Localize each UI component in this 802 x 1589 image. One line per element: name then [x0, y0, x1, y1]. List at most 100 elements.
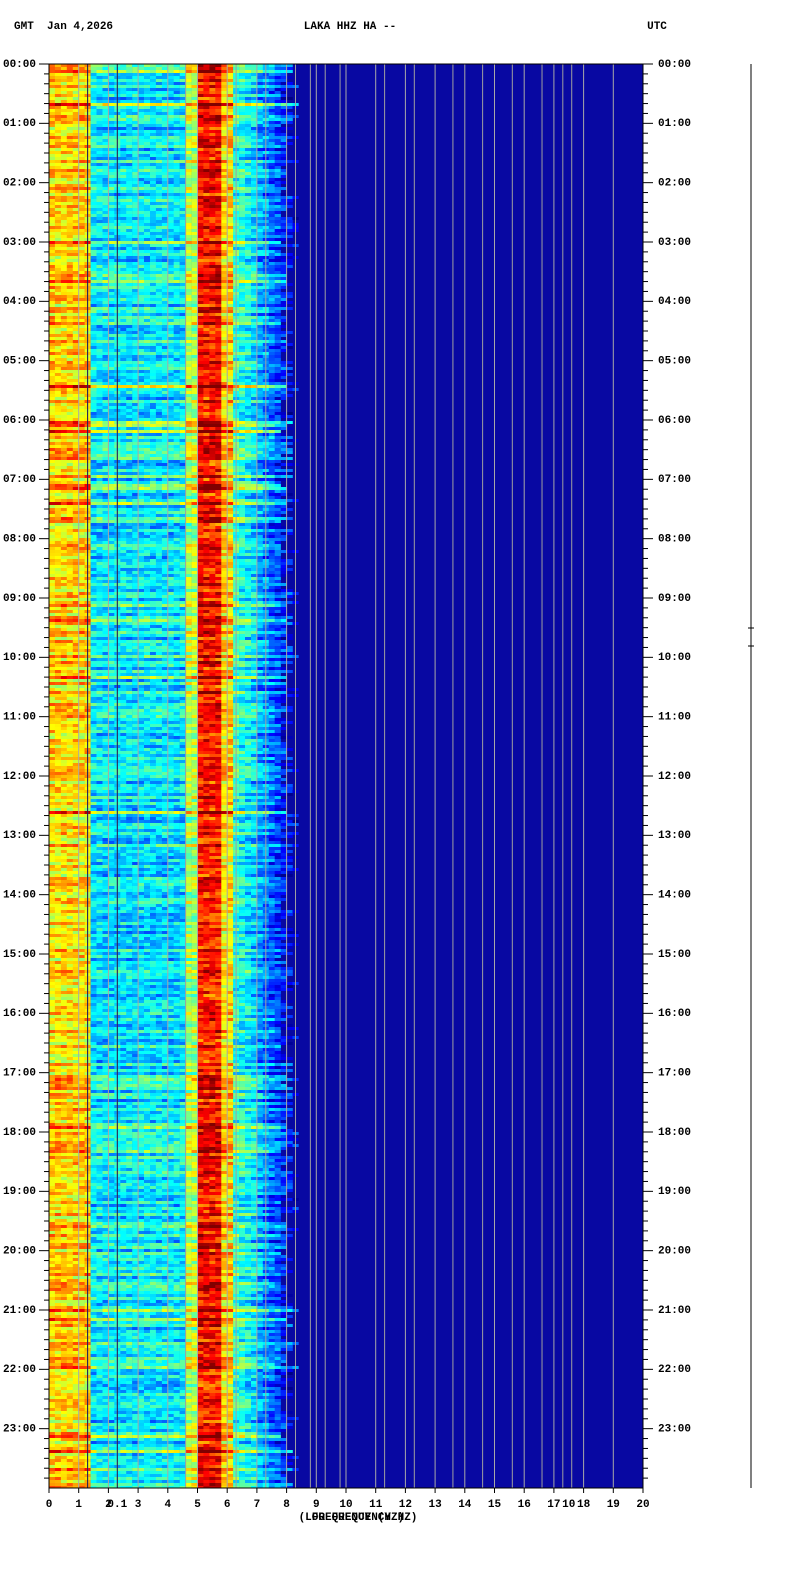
spectrogram-cell — [132, 421, 139, 424]
spectrogram-cell — [126, 364, 133, 367]
spectrogram-cell — [179, 319, 186, 322]
spectrogram-cell — [90, 133, 97, 136]
spectrogram-cell — [155, 196, 163, 199]
spectrogram-cell — [197, 250, 204, 253]
spectrogram-cell — [191, 190, 198, 193]
spectrogram-cell — [150, 76, 157, 79]
spectrogram-cell — [96, 187, 103, 190]
spectrogram-cell — [256, 130, 264, 133]
spectrogram-cell — [197, 433, 204, 436]
spectrogram-cell — [221, 157, 228, 160]
spectrogram-cell — [221, 160, 228, 163]
spectrogram-cell — [60, 298, 68, 301]
spectrogram-cell — [256, 349, 264, 352]
spectrogram-cell — [90, 124, 97, 127]
spectrogram-cell — [150, 406, 157, 409]
spectrogram-cell — [108, 127, 115, 130]
spectrogram-cell — [108, 163, 115, 166]
spectrogram-cell — [256, 337, 264, 340]
spectrogram-cell — [203, 304, 210, 307]
spectrogram-cell — [78, 382, 85, 385]
spectrogram-cell — [150, 229, 157, 232]
spectrogram-cell — [185, 169, 192, 172]
spectrogram-cell — [150, 349, 157, 352]
spectrogram-cell — [221, 94, 228, 97]
spectrogram-cell — [268, 298, 275, 301]
spectrogram-cell — [191, 400, 198, 403]
spectrogram-cell — [197, 409, 204, 412]
spectrogram-cell — [209, 154, 216, 157]
spectrogram-cell — [60, 115, 68, 118]
spectrogram-cell — [66, 232, 73, 235]
spectrogram-cell — [179, 211, 186, 214]
spectrogram-cell — [161, 304, 169, 307]
spectrogram-cell — [268, 193, 275, 196]
spectrogram-cell — [185, 154, 192, 157]
spectrogram-cell — [150, 250, 157, 253]
spectrogram-cell — [96, 109, 103, 112]
spectrogram-cell — [102, 229, 109, 232]
spectrogram-cell — [209, 376, 216, 379]
spectrogram-cell — [251, 397, 258, 400]
spectrogram-cell — [96, 289, 103, 292]
spectrogram-cell — [90, 409, 97, 412]
spectrogram-cell — [191, 229, 198, 232]
spectrogram-cell — [161, 400, 169, 403]
spectrogram-cell — [245, 220, 252, 223]
spectrogram-cell — [96, 277, 103, 280]
spectrogram-cell — [60, 373, 68, 376]
spectrogram-cell — [60, 268, 68, 271]
spectrogram-cell — [108, 70, 115, 73]
spectrogram-cell — [239, 73, 246, 76]
spectrogram-cell — [179, 112, 186, 115]
spectrogram-cell — [227, 289, 234, 292]
spectrogram-cell — [96, 115, 103, 118]
spectrogram-cell — [280, 208, 287, 211]
spectrogram-cell — [227, 142, 234, 145]
spectrogram-cell — [126, 358, 133, 361]
spectrogram-cell — [280, 301, 287, 304]
spectrogram-cell — [66, 310, 73, 313]
spectrogram-cell — [78, 154, 85, 157]
spectrogram-cell — [108, 433, 115, 436]
spectrogram-cell — [251, 280, 258, 283]
spectrogram-cell — [215, 67, 222, 70]
spectrogram-cell — [138, 139, 145, 142]
spectrogram-cell — [245, 322, 252, 325]
spectrogram-cell — [155, 403, 163, 406]
spectrogram-cell — [286, 160, 293, 163]
spectrogram-cell — [227, 412, 234, 415]
spectrogram-cell — [251, 79, 258, 82]
spectrogram-cell — [72, 139, 79, 142]
spectrogram-cell — [203, 358, 210, 361]
spectrogram-cell — [215, 412, 222, 415]
spectrogram-cell — [191, 88, 198, 91]
spectrogram-cell — [185, 385, 192, 388]
spectrogram-cell — [72, 388, 79, 391]
spectrogram-cell — [120, 85, 127, 88]
spectrogram-cell — [221, 337, 228, 340]
spectrogram-cell — [251, 322, 258, 325]
spectrogram-cell — [161, 391, 169, 394]
spectrogram-cell — [49, 364, 56, 367]
spectrogram-cell — [215, 400, 222, 403]
spectrogram-cell — [72, 88, 79, 91]
spectrogram-cell — [227, 175, 234, 178]
spectrogram-cell — [167, 67, 174, 70]
spectrogram-cell — [132, 328, 139, 331]
spectrogram-cell — [138, 145, 145, 148]
spectrogram-cell — [90, 259, 97, 262]
spectrogram-cell — [138, 115, 145, 118]
spectrogram-cell — [54, 208, 62, 211]
spectrogram-cell — [54, 283, 62, 286]
spectrogram-cell — [102, 235, 109, 238]
spectrogram-cell — [66, 277, 73, 280]
spectrogram-cell — [185, 208, 192, 211]
spectrogram-cell — [90, 235, 97, 238]
spectrogram-cell — [274, 145, 281, 148]
spectrogram-cell — [108, 229, 115, 232]
spectrogram-cell — [173, 433, 180, 436]
spectrogram-cell — [203, 316, 210, 319]
spectrogram-cell — [120, 79, 127, 82]
spectrogram-cell — [96, 154, 103, 157]
